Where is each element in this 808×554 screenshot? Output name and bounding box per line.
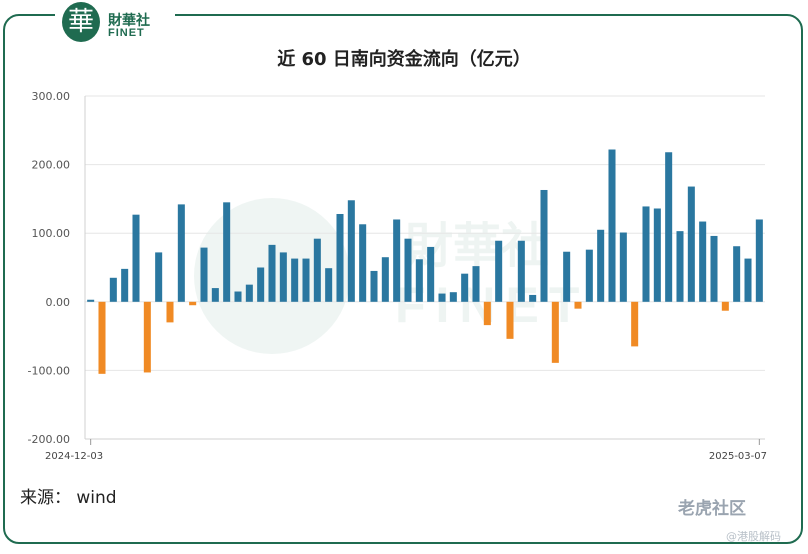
bar	[143, 301, 151, 373]
bar	[177, 204, 185, 302]
bar	[336, 213, 344, 302]
bar	[370, 270, 378, 302]
tiger-community-watermark: 老虎社区	[678, 499, 746, 519]
bar	[234, 291, 242, 302]
bar	[563, 251, 571, 302]
bar	[551, 301, 559, 363]
bar	[676, 231, 684, 302]
bar	[642, 206, 650, 302]
bar	[393, 219, 401, 302]
bar	[744, 258, 752, 302]
bar	[699, 221, 707, 302]
bar	[495, 240, 503, 302]
bar	[506, 301, 514, 339]
bar	[631, 301, 639, 347]
bar	[98, 301, 106, 374]
logo-seal-icon: 華	[62, 2, 100, 42]
bar	[438, 293, 446, 302]
bar	[461, 273, 469, 302]
bar	[132, 214, 140, 302]
x-start-label: 2024-12-03	[45, 451, 103, 462]
bar	[291, 258, 299, 302]
bar	[687, 186, 695, 302]
y-tick-label: 100.00	[32, 227, 71, 240]
finet-logo: 華 財華社 FINET	[55, 0, 175, 44]
y-tick-label: 200.00	[32, 159, 71, 172]
bar	[325, 268, 333, 302]
bar	[721, 301, 729, 311]
bar	[313, 238, 321, 302]
logo-en-text: FINET	[108, 27, 145, 39]
bar	[245, 284, 253, 302]
bar	[223, 202, 231, 302]
bar	[404, 238, 412, 302]
bar	[653, 208, 661, 302]
bar	[155, 252, 163, 302]
bar	[211, 288, 219, 302]
bar	[597, 229, 605, 302]
bar	[359, 224, 367, 302]
bar	[608, 149, 616, 302]
bar	[109, 277, 117, 302]
bar	[347, 200, 355, 302]
bar	[121, 268, 129, 302]
y-tick-label: 0.00	[46, 296, 71, 309]
bar	[257, 267, 265, 302]
bar	[427, 246, 435, 302]
y-tick-label: -200.00	[28, 433, 70, 446]
bar	[755, 219, 763, 302]
bar	[540, 189, 548, 302]
y-tick-label: -100.00	[28, 364, 70, 377]
bar	[449, 292, 457, 302]
bar	[87, 299, 95, 302]
bar	[166, 301, 174, 323]
bar	[710, 235, 718, 302]
bar	[302, 258, 310, 302]
bar	[619, 232, 627, 302]
bar	[529, 294, 537, 302]
bar	[483, 301, 491, 326]
logo-cn-text: 財華社	[108, 13, 150, 29]
watermark-brand-cn: 財華社	[405, 218, 549, 274]
bar	[381, 257, 389, 302]
bar	[665, 152, 673, 302]
tiger-community-sub-watermark: @港股解码	[726, 530, 781, 543]
bar	[200, 247, 208, 302]
bar	[585, 249, 593, 302]
source-note: 来源： wind	[20, 488, 117, 508]
x-end-label: 2025-03-07	[709, 451, 767, 462]
bar	[279, 252, 287, 302]
bar	[415, 259, 423, 302]
bar	[574, 301, 582, 309]
chart-title: 近 60 日南向资金流向（亿元）	[277, 49, 531, 70]
bar	[189, 301, 197, 306]
bar	[733, 246, 741, 302]
bar	[268, 244, 276, 302]
bar	[517, 240, 525, 302]
watermark-brand-en: FINET	[395, 277, 589, 333]
y-tick-label: 300.00	[32, 90, 71, 103]
bar	[472, 266, 480, 302]
